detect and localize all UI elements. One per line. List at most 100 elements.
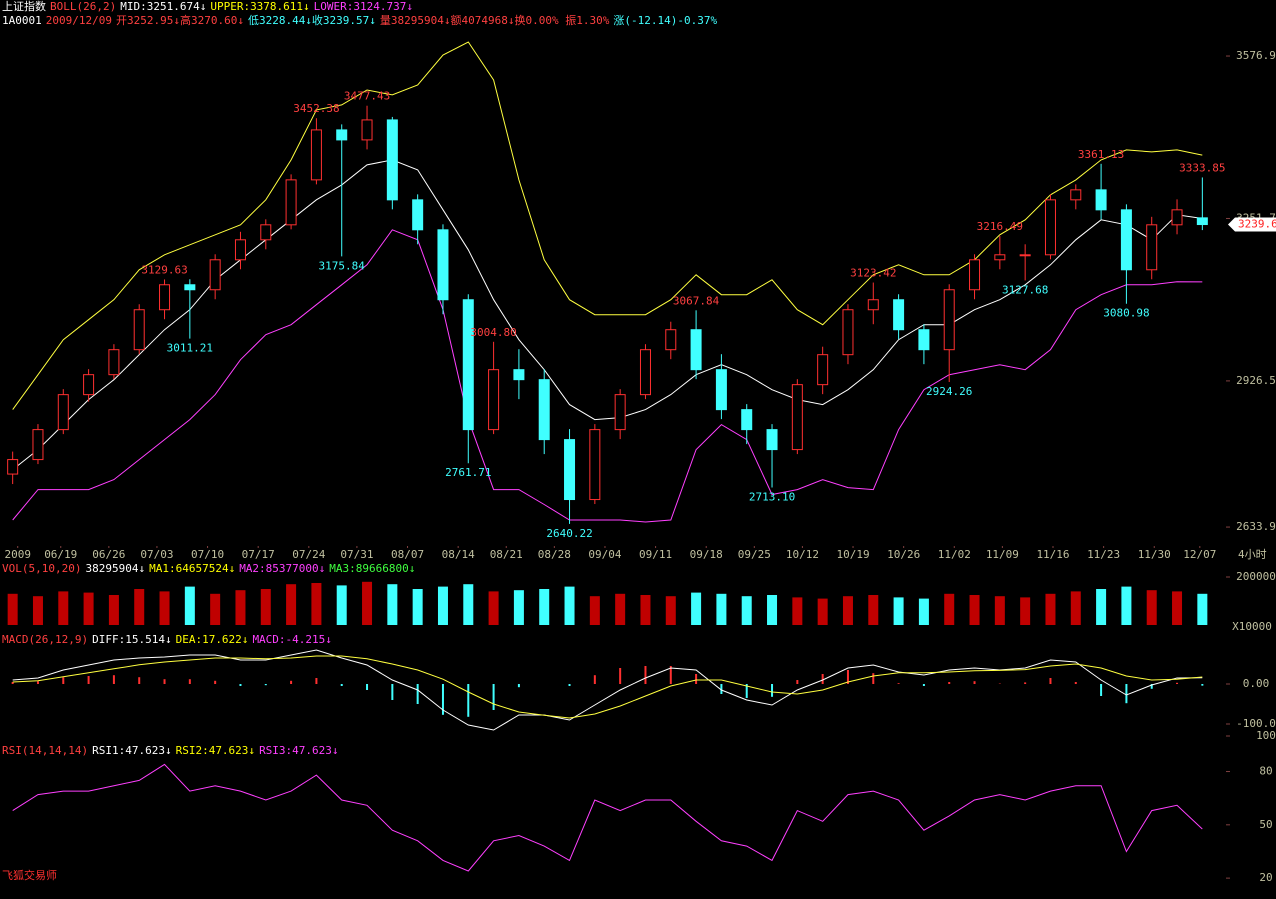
period-label: 4小时 bbox=[1238, 548, 1267, 561]
candle-body bbox=[437, 229, 449, 301]
candle-body bbox=[32, 429, 44, 461]
x-tick-label: 09/18 bbox=[690, 548, 723, 561]
candle-body bbox=[285, 179, 297, 226]
x-tick-label: 07/17 bbox=[242, 548, 275, 561]
volume-bar bbox=[1146, 590, 1157, 625]
volume-bar bbox=[944, 593, 955, 625]
high-label: 3067.84 bbox=[673, 294, 720, 307]
candle-body bbox=[639, 349, 651, 396]
candle-body bbox=[614, 394, 626, 431]
candle-body bbox=[690, 329, 702, 371]
volume-bar bbox=[387, 584, 398, 625]
volume-bar bbox=[1172, 591, 1183, 625]
y-tick-label: 80 bbox=[1259, 765, 1272, 778]
y-tick-label: 100 bbox=[1256, 729, 1276, 742]
low-label: 2761.71 bbox=[445, 466, 491, 479]
x-tick-label: 07/24 bbox=[292, 548, 325, 561]
candle-body bbox=[665, 329, 677, 351]
candle-body bbox=[969, 259, 981, 291]
indicator-line bbox=[12, 649, 1203, 731]
legend-item: MACD:-4.215↓ bbox=[252, 633, 331, 646]
volume-bar bbox=[1045, 593, 1056, 625]
volume-bar bbox=[235, 590, 246, 625]
x-tick-label: 12/07 bbox=[1183, 548, 1216, 561]
volume-bar bbox=[792, 597, 803, 625]
volume-bar bbox=[640, 595, 651, 625]
x-tick-label: 08/28 bbox=[538, 548, 571, 561]
legend-item: MA1:64657524↓ bbox=[149, 562, 235, 575]
candle-body bbox=[336, 129, 348, 141]
volume-bar bbox=[336, 585, 347, 625]
volume-bar bbox=[412, 589, 423, 625]
volume-bar bbox=[108, 595, 119, 625]
low-label: 2924.26 bbox=[926, 385, 972, 398]
legend-item: MACD(26,12,9) bbox=[2, 633, 88, 646]
x-tick-label: 11/30 bbox=[1138, 548, 1171, 561]
x-tick-label: 06/26 bbox=[92, 548, 125, 561]
candle-body bbox=[513, 369, 525, 381]
volume-bar bbox=[463, 584, 474, 625]
low-label: 3175.84 bbox=[319, 259, 366, 272]
candle-body bbox=[462, 299, 474, 431]
volume-bar bbox=[83, 592, 94, 625]
candle-body bbox=[488, 369, 500, 431]
candle-body bbox=[83, 374, 95, 396]
legend-item: RSI(14,14,14) bbox=[2, 744, 88, 757]
x-tick-label: 11/09 bbox=[986, 548, 1019, 561]
legend-item: LOWER:3124.737↓ bbox=[314, 0, 413, 13]
y-tick-label: 2926.5 bbox=[1236, 374, 1276, 387]
candle-body bbox=[1146, 224, 1158, 271]
x-tick-label: 11/16 bbox=[1036, 548, 1069, 561]
candle-body bbox=[260, 224, 272, 241]
legend-item: 2009/12/09 bbox=[46, 14, 112, 27]
last-price-label: 3239.6 bbox=[1238, 218, 1276, 231]
candle-body bbox=[943, 289, 955, 351]
high-label: 3129.63 bbox=[141, 263, 187, 276]
low-label: 3011.21 bbox=[167, 342, 213, 355]
candle-body bbox=[564, 439, 576, 501]
x-tick-label: 09/04 bbox=[588, 548, 621, 561]
candle-body bbox=[184, 284, 196, 291]
volume-bar bbox=[210, 593, 221, 625]
volume-bar bbox=[615, 593, 626, 625]
candle-body bbox=[791, 384, 803, 451]
candle-body bbox=[1044, 199, 1056, 256]
volume-bar bbox=[311, 583, 322, 625]
legend-item: RSI3:47.623↓ bbox=[259, 744, 338, 757]
candle-body bbox=[994, 254, 1006, 261]
candle-body bbox=[1171, 209, 1183, 226]
candle-body bbox=[1196, 217, 1208, 226]
candle-body bbox=[842, 309, 854, 356]
indicator-line bbox=[12, 229, 1203, 523]
candle-body bbox=[1120, 209, 1132, 271]
high-label: 3361.13 bbox=[1078, 148, 1124, 161]
volume-bar bbox=[539, 589, 550, 625]
high-label: 3477.43 bbox=[344, 90, 390, 103]
high-label: 3004.80 bbox=[470, 326, 516, 339]
y-tick-label: 2633.9 bbox=[1236, 520, 1276, 533]
high-label: 3452.38 bbox=[293, 102, 339, 115]
x-tick-label: 09/25 bbox=[738, 548, 771, 561]
volume-bar bbox=[362, 581, 373, 625]
high-label: 3216.49 bbox=[977, 220, 1023, 233]
high-label: 3333.85 bbox=[1179, 161, 1225, 174]
candle-body bbox=[159, 284, 171, 311]
candle-body bbox=[817, 354, 829, 386]
legend-item: 1A0001 bbox=[2, 14, 42, 27]
y-tick-label: 0.00 bbox=[1243, 677, 1270, 690]
candle-body bbox=[361, 119, 373, 141]
volume-bar bbox=[134, 589, 145, 625]
volume-bar bbox=[7, 593, 18, 625]
candle-body bbox=[310, 129, 322, 181]
volume-bar bbox=[488, 591, 499, 625]
legend-item: RSI1:47.623↓ bbox=[92, 744, 171, 757]
x-tick-label: 07/10 bbox=[191, 548, 224, 561]
legend-item: BOLL(26,2) bbox=[50, 0, 116, 13]
unit-label: X10000 bbox=[1232, 620, 1272, 633]
candle-body bbox=[57, 394, 69, 431]
legend-item: 38295904↓ bbox=[85, 562, 145, 575]
candle-body bbox=[412, 199, 424, 231]
candle-body bbox=[867, 299, 879, 311]
y-tick-label: 3576.9 bbox=[1236, 49, 1276, 62]
